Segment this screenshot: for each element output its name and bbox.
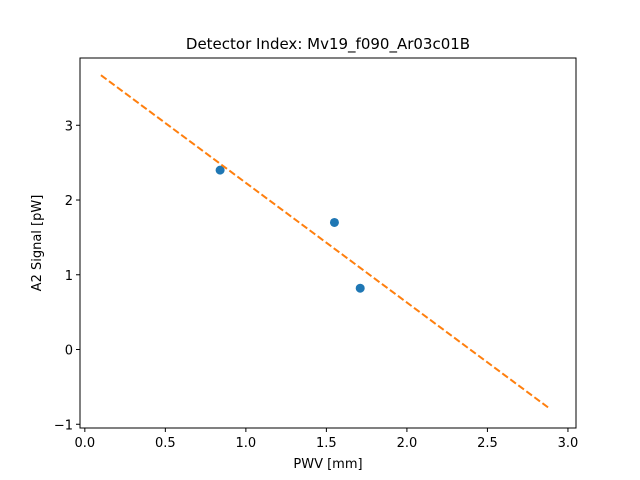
y-tick-label: 3 [65, 119, 73, 134]
x-tick-label: 2.5 [477, 436, 498, 451]
x-tick-label: 0.5 [155, 436, 176, 451]
x-tick-label: 1.5 [316, 436, 337, 451]
data-point [329, 217, 339, 227]
data-point [355, 283, 365, 293]
y-tick-label: 1 [65, 269, 73, 284]
y-tick-label: −1 [54, 418, 73, 433]
x-axis: 0.0 0.5 1.0 1.5 2.0 2.5 3.0 [74, 428, 578, 451]
x-tick-label: 2.0 [397, 436, 418, 451]
x-tick-label: 3.0 [558, 436, 579, 451]
x-tick-label: 1.0 [236, 436, 257, 451]
fit-line [100, 74, 550, 409]
plot-frame [79, 57, 577, 429]
y-axis: −1 0 1 2 3 [54, 119, 80, 433]
x-axis-label: PWV [mm] [293, 457, 362, 472]
data-point [215, 165, 225, 175]
y-tick-label: 0 [65, 344, 73, 359]
chart-title: Detector Index: Mv19_f090_Ar03c01B [186, 35, 470, 54]
y-axis-label: A2 Signal [pW] [30, 195, 45, 292]
plot-area [100, 74, 550, 409]
y-tick-label: 2 [65, 194, 73, 209]
x-tick-label: 0.0 [74, 436, 95, 451]
